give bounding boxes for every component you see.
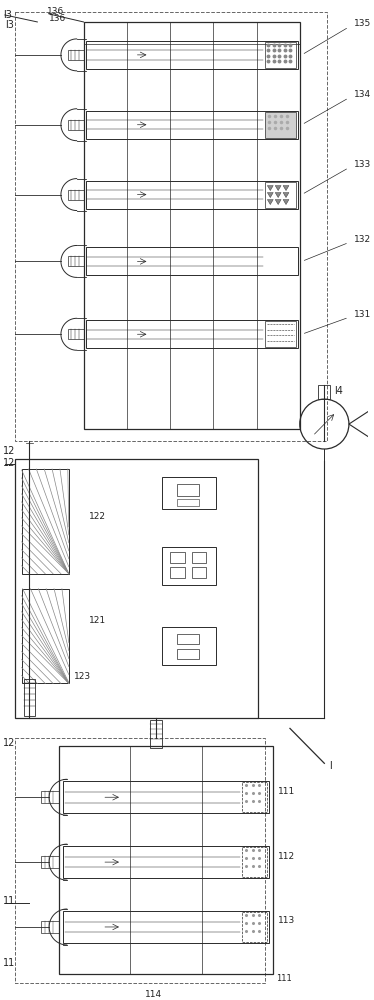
Bar: [86, 181, 298, 209]
Bar: [41, 921, 59, 933]
Bar: [41, 856, 59, 868]
Bar: [68, 329, 83, 339]
Text: 11: 11: [3, 896, 15, 906]
Text: 123: 123: [74, 672, 91, 681]
Text: 122: 122: [89, 512, 105, 521]
Polygon shape: [275, 200, 281, 205]
Text: l: l: [329, 761, 332, 771]
Bar: [86, 320, 298, 348]
Bar: [86, 41, 298, 69]
Bar: [266, 112, 296, 138]
Polygon shape: [267, 200, 273, 205]
Text: 136: 136: [47, 7, 64, 16]
Bar: [86, 111, 298, 139]
Bar: [41, 791, 59, 803]
Bar: [63, 781, 269, 813]
Bar: [266, 42, 296, 68]
Bar: [242, 912, 267, 942]
Text: 114: 114: [144, 990, 162, 999]
Polygon shape: [267, 186, 273, 191]
Bar: [22, 469, 69, 574]
Bar: [177, 649, 199, 659]
Bar: [266, 321, 296, 347]
Bar: [15, 459, 258, 718]
Text: 112: 112: [278, 852, 295, 861]
Bar: [15, 738, 266, 983]
Bar: [177, 634, 199, 644]
Bar: [15, 12, 327, 441]
Text: 12: 12: [3, 446, 15, 456]
Bar: [177, 499, 199, 506]
Bar: [170, 552, 185, 563]
Bar: [68, 190, 83, 200]
Bar: [162, 627, 216, 665]
Polygon shape: [283, 186, 289, 191]
Text: l3: l3: [3, 10, 12, 20]
Text: 111: 111: [276, 974, 292, 983]
Text: 121: 121: [89, 616, 105, 625]
Bar: [68, 50, 83, 60]
Text: 133: 133: [354, 160, 371, 169]
Bar: [191, 567, 206, 578]
Bar: [150, 720, 162, 748]
Bar: [242, 847, 267, 877]
Bar: [162, 477, 216, 509]
Bar: [266, 182, 296, 208]
Text: 135: 135: [354, 19, 371, 28]
Bar: [83, 22, 300, 429]
Bar: [68, 256, 83, 266]
Bar: [59, 746, 273, 974]
Bar: [177, 484, 199, 496]
Bar: [170, 567, 185, 578]
Polygon shape: [283, 193, 289, 198]
Text: 111: 111: [278, 787, 295, 796]
Polygon shape: [283, 200, 289, 205]
Bar: [191, 552, 206, 563]
Polygon shape: [275, 193, 281, 198]
Bar: [318, 385, 330, 399]
Bar: [22, 589, 69, 683]
Text: l3: l3: [5, 20, 14, 30]
Text: 136: 136: [49, 14, 67, 23]
Bar: [63, 911, 269, 943]
Text: 113: 113: [278, 916, 295, 925]
Bar: [242, 782, 267, 812]
Text: l4: l4: [334, 386, 343, 396]
Text: 132: 132: [354, 235, 371, 244]
Text: 134: 134: [354, 90, 371, 99]
Bar: [86, 247, 298, 275]
Text: 131: 131: [354, 310, 371, 319]
Text: 12: 12: [3, 738, 15, 748]
Bar: [24, 679, 36, 716]
Text: 12: 12: [3, 458, 15, 468]
Bar: [63, 846, 269, 878]
Polygon shape: [275, 186, 281, 191]
Polygon shape: [267, 193, 273, 198]
Bar: [68, 120, 83, 130]
Text: 11: 11: [3, 958, 15, 968]
Bar: [162, 547, 216, 585]
